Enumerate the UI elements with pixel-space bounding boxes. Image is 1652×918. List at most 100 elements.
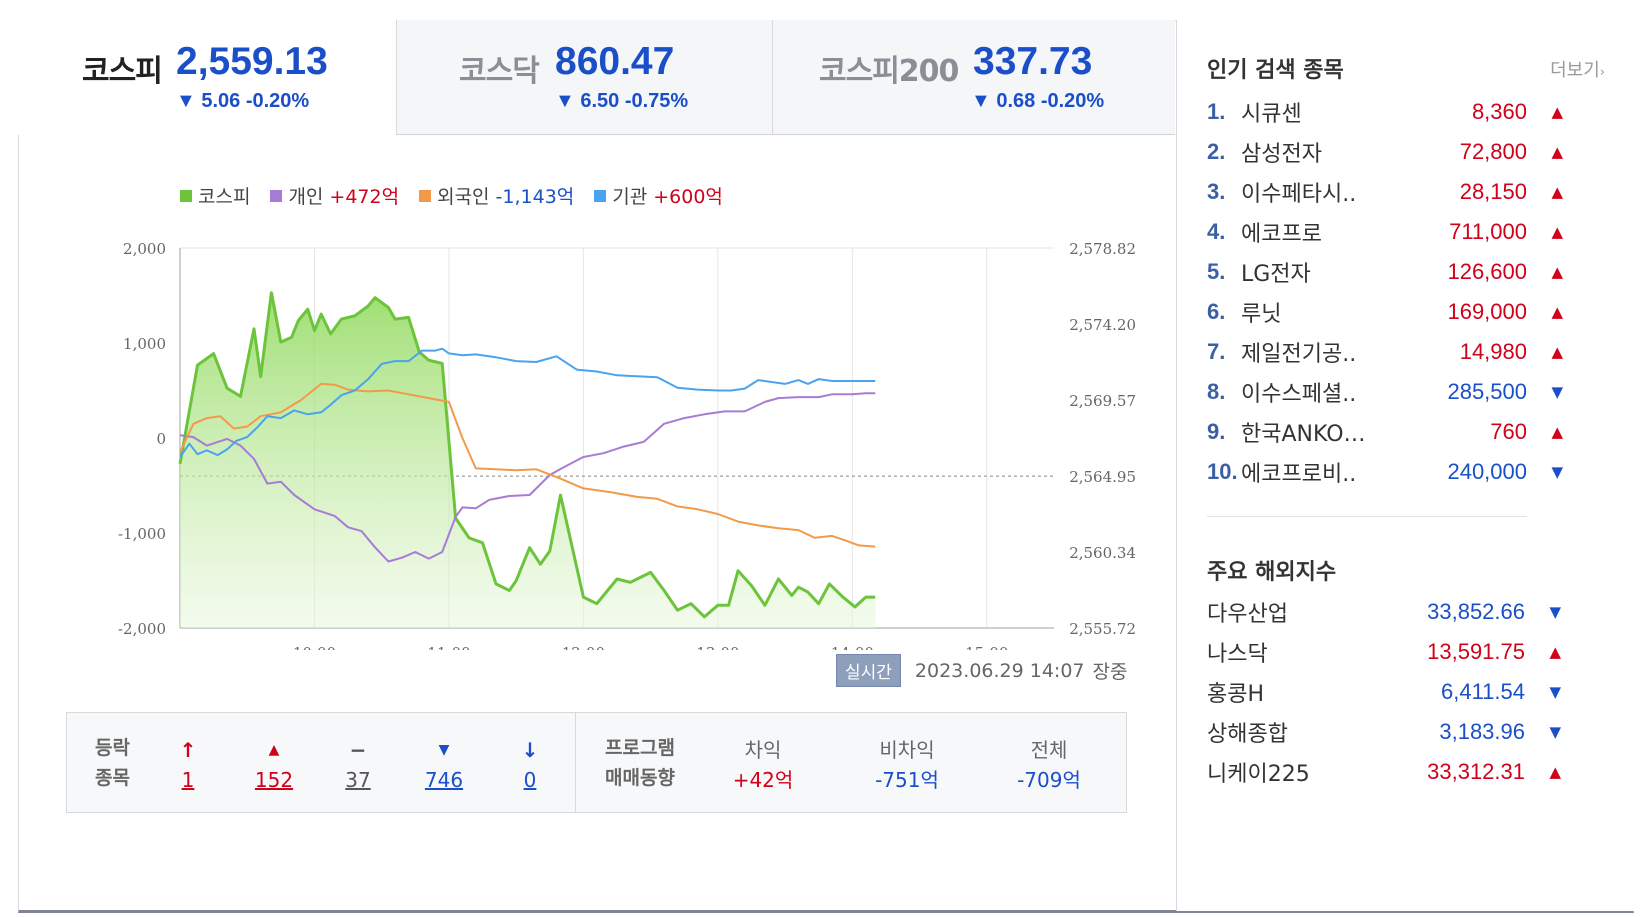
list-item[interactable]: 2. 삼성전자 72,800 ▲: [1207, 132, 1563, 172]
breadth-rise[interactable]: ▲ 152: [229, 735, 319, 795]
tab-value: 2,559.13: [176, 40, 328, 83]
tab-change: ▼ 0.68 -0.20%: [971, 90, 1105, 112]
list-item[interactable]: 9. 한국ANKO… 760 ▲: [1207, 412, 1563, 452]
list-item[interactable]: 4. 에코프로 711,000 ▲: [1207, 212, 1563, 252]
legend-value: -1,143억: [495, 186, 575, 208]
stock-name[interactable]: 시큐센: [1241, 102, 1302, 127]
program-item-value: -709억: [1017, 768, 1081, 792]
stock-name[interactable]: 에코프로비..: [1241, 462, 1357, 487]
stock-name[interactable]: 에코프로: [1241, 222, 1322, 247]
index-name[interactable]: 홍콩H: [1207, 682, 1265, 707]
list-item[interactable]: 7. 제일전기공.. 14,980 ▲: [1207, 332, 1563, 372]
breadth-count[interactable]: 0: [523, 768, 537, 792]
rank-number: 9.: [1207, 419, 1226, 444]
stock-name[interactable]: 루닛: [1241, 302, 1282, 327]
legend-swatch: [594, 189, 607, 202]
series-line-3: [179, 347, 876, 458]
legend-item-kospi[interactable]: 코스피: [180, 182, 250, 209]
stock-name[interactable]: 이수페타시..: [1241, 182, 1357, 207]
stock-price: 72,800: [1459, 139, 1527, 164]
stock-name[interactable]: LG전자: [1241, 262, 1311, 287]
breadth-count[interactable]: 746: [424, 768, 464, 792]
list-item[interactable]: 5. LG전자 126,600 ▲: [1207, 252, 1563, 292]
breadth-upper-limit[interactable]: ↑ 1: [143, 735, 233, 795]
tab-value: 860.47: [555, 40, 675, 83]
legend-item-institution[interactable]: 기관 +600억: [594, 182, 723, 209]
x-tick-label: 14:00: [831, 644, 874, 650]
x-tick-label: 15:00: [965, 644, 1008, 650]
tab-change: ▼ 6.50 -0.75%: [555, 90, 689, 112]
legend-item-individual[interactable]: 개인 +472억: [270, 182, 399, 209]
program-label-line2: 매매동향: [605, 767, 675, 789]
tab-kospi200[interactable]: 코스피200 337.73 ▼ 0.68 -0.20%: [772, 20, 1175, 135]
triangle-down-icon: ▼: [1551, 463, 1563, 481]
tab-change: ▼ 5.06 -0.20%: [176, 90, 310, 112]
rank-number: 1.: [1207, 99, 1226, 124]
index-name[interactable]: 상해종합: [1207, 722, 1288, 747]
triangle-up-icon: ▲: [1551, 103, 1563, 121]
triangle-up-icon: ▲: [1551, 343, 1563, 361]
tab-kosdaq[interactable]: 코스닥 860.47 ▼ 6.50 -0.75%: [396, 20, 772, 135]
tab-value: 337.73: [973, 40, 1093, 83]
breadth-count[interactable]: 37: [345, 768, 371, 792]
right-tick-label: 2,560.34: [1069, 544, 1136, 562]
side-panel: 인기 검색 종목 더보기› 1. 시큐센 8,360 ▲ 2. 삼성전자 72,800 ▲ 3.…: [1176, 20, 1635, 911]
triangle-up-icon: ▲: [1551, 263, 1563, 281]
rank-number: 10.: [1207, 459, 1238, 484]
triangle-down-icon: ▼: [1549, 723, 1561, 741]
list-item[interactable]: 3. 이수페타시.. 28,150 ▲: [1207, 172, 1563, 212]
triangle-up-icon: ▲: [1551, 143, 1563, 161]
triangle-up-icon: ▲: [1551, 303, 1563, 321]
rank-number: 8.: [1207, 379, 1226, 404]
stock-name[interactable]: 이수스페셜..: [1241, 382, 1357, 407]
rank-number: 7.: [1207, 339, 1226, 364]
flat-icon: −: [349, 738, 367, 762]
breadth-lower-limit[interactable]: ↓ 0: [485, 735, 575, 795]
list-item[interactable]: 8. 이수스페셜.. 285,500 ▼: [1207, 372, 1563, 412]
breadth-label-line1: 등락: [95, 737, 130, 759]
overseas-list: 다우산업 33,852.66 ▼ 나스닥 13,591.75 ▲ 홍콩H 6,411.54 ▼ 상…: [1207, 592, 1561, 792]
breadth-fall[interactable]: ▼ 746: [399, 735, 489, 795]
rise-icon: ▲: [268, 742, 280, 758]
x-tick-label: 10:00: [293, 644, 336, 650]
index-name[interactable]: 다우산업: [1207, 602, 1288, 627]
realtime-badge[interactable]: 실시간: [836, 654, 901, 687]
triangle-up-icon: ▲: [1549, 643, 1561, 661]
list-item[interactable]: 1. 시큐센 8,360 ▲: [1207, 92, 1563, 132]
right-tick-label: 2,555.72: [1069, 620, 1136, 638]
list-item[interactable]: 상해종합 3,183.96 ▼: [1207, 712, 1561, 752]
stock-name[interactable]: 삼성전자: [1241, 142, 1322, 167]
index-name[interactable]: 나스닥: [1207, 642, 1268, 667]
list-item[interactable]: 10. 에코프로비.. 240,000 ▼: [1207, 452, 1563, 492]
more-link[interactable]: 더보기›: [1550, 56, 1605, 82]
program-label-line1: 프로그램: [605, 737, 675, 759]
breadth-count[interactable]: 1: [181, 768, 195, 792]
list-item[interactable]: 니케이225 33,312.31 ▲: [1207, 752, 1561, 792]
breadth-count[interactable]: 152: [254, 768, 294, 792]
breadth-flat[interactable]: − 37: [313, 735, 403, 795]
overseas-title: 주요 해외지수: [1207, 560, 1337, 585]
list-item[interactable]: 나스닥 13,591.75 ▲: [1207, 632, 1561, 672]
program-item-value: +42억: [732, 768, 794, 792]
program-item-label: 비차익: [879, 738, 935, 762]
stock-name[interactable]: 한국ANKO…: [1241, 422, 1366, 447]
rank-number: 3.: [1207, 179, 1226, 204]
right-tick-label: 2,564.95: [1069, 468, 1136, 486]
triangle-up-icon: ▲: [1551, 223, 1563, 241]
tab-name: 코스피: [82, 54, 163, 89]
legend-item-foreign[interactable]: 외국인 -1,143억: [419, 182, 574, 209]
index-name[interactable]: 니케이225: [1207, 762, 1310, 787]
list-item[interactable]: 다우산업 33,852.66 ▼: [1207, 592, 1561, 632]
list-item[interactable]: 6. 루닛 169,000 ▲: [1207, 292, 1563, 332]
chart-legend: 코스피 개인 +472억 외국인 -1,143억 기관 +600억: [180, 182, 723, 209]
stock-name[interactable]: 제일전기공..: [1241, 342, 1357, 367]
left-tick-label: 2,000: [123, 240, 166, 258]
rank-number: 5.: [1207, 259, 1226, 284]
tab-name: 코스닥: [459, 54, 540, 89]
triangle-down-icon: ▼: [1551, 383, 1563, 401]
list-item[interactable]: 홍콩H 6,411.54 ▼: [1207, 672, 1561, 712]
stock-price: 126,600: [1447, 259, 1527, 284]
investor-trend-chart[interactable]: 2,000 1,000 0 -1,000 -2,000 2,578.82 2,574.20 2…: [78, 220, 1138, 650]
more-label[interactable]: 더보기: [1550, 60, 1600, 81]
tab-kospi[interactable]: 코스피 2,559.13 ▼ 5.06 -0.20%: [18, 20, 396, 135]
